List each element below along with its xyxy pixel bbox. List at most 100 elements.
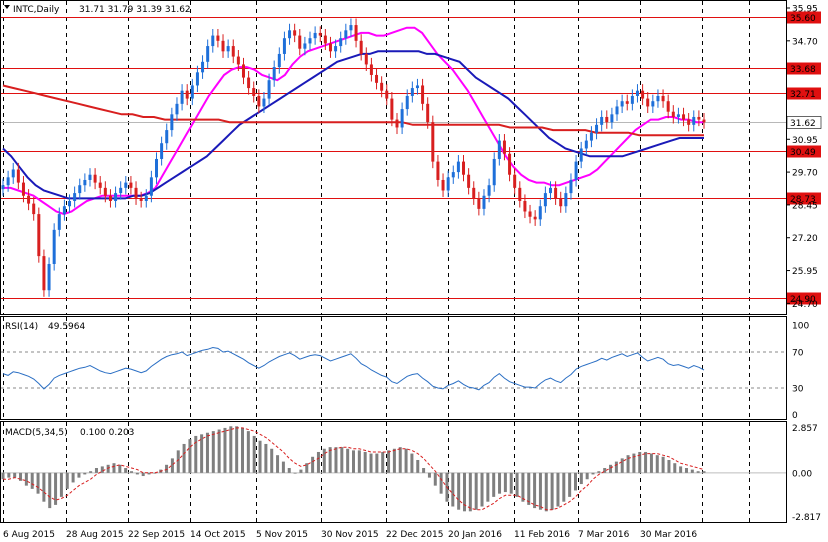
- candle-body: [78, 185, 82, 194]
- candle-body: [272, 67, 276, 81]
- macd-bar: [241, 427, 245, 473]
- macd-bar: [299, 469, 303, 473]
- macd-bar: [54, 472, 58, 505]
- candle-body: [600, 116, 604, 125]
- macd-bar: [410, 453, 414, 473]
- time-tick-label: 7 Mar 2016: [578, 530, 630, 540]
- candle-body: [451, 172, 455, 178]
- macd-bar: [468, 472, 472, 512]
- macd-bar: [404, 448, 408, 473]
- candle-body: [682, 114, 686, 120]
- candle-body: [47, 263, 51, 291]
- macd-bar: [667, 459, 671, 473]
- level-badge: [787, 11, 821, 24]
- price-tick-label: 25.95: [792, 267, 818, 277]
- macd-bar: [211, 431, 215, 473]
- macd-bar: [433, 472, 437, 486]
- time-tick-label: 22 Sep 2015: [128, 530, 185, 540]
- macd-bar: [19, 472, 23, 481]
- candle-body: [589, 132, 593, 141]
- macd-bar: [83, 472, 87, 475]
- macd-bar: [427, 472, 431, 478]
- candle-body: [395, 119, 399, 128]
- macd-bar: [276, 455, 280, 473]
- candle-body: [1, 185, 5, 190]
- candle-body: [421, 85, 425, 104]
- macd-bar: [649, 453, 653, 473]
- macd-bar: [614, 461, 618, 473]
- candle-body: [492, 158, 496, 186]
- macd-bar: [311, 456, 315, 473]
- macd-bar: [176, 450, 180, 473]
- rsi-panel-frame: [0, 316, 787, 420]
- macd-bar: [334, 447, 338, 473]
- candle-body: [364, 53, 368, 65]
- candle-body: [595, 124, 599, 133]
- candle-body: [615, 106, 619, 115]
- dropdown-triangle-icon[interactable]: [4, 5, 10, 9]
- candle-body: [252, 88, 256, 96]
- macd-bar: [690, 469, 694, 473]
- candle-body: [328, 43, 332, 52]
- macd-bar: [30, 472, 34, 489]
- candle-body: [277, 53, 281, 68]
- candle-body: [155, 158, 159, 178]
- ma_medium-line: [2, 50, 704, 200]
- macd-bar: [89, 471, 93, 473]
- macd-bar: [492, 472, 496, 497]
- macd-bar: [503, 472, 507, 493]
- macd-bar: [381, 451, 385, 473]
- macd-bar: [655, 455, 659, 473]
- macd-bar: [182, 443, 186, 473]
- candle-body: [400, 109, 404, 128]
- candle-body: [6, 177, 10, 186]
- candle-body: [569, 179, 573, 194]
- macd-bar: [661, 456, 665, 473]
- price-axis: 35.60 33.68 32.71 30.49 28.73 24.90 31.62 35.95…: [786, 5, 822, 310]
- candle-body: [375, 74, 379, 83]
- level-badge: [787, 292, 821, 305]
- candle-body: [282, 38, 286, 54]
- candle-body: [195, 72, 199, 86]
- level-label: 24.90: [790, 295, 816, 305]
- candle-body: [405, 95, 409, 110]
- macd-bar: [200, 434, 204, 473]
- ohlc-header: 31.71 31.79 31.39 31.62: [79, 5, 191, 15]
- macd-bar: [387, 450, 391, 473]
- macd-bar: [457, 472, 461, 510]
- macd-tick-label: 2.857: [792, 424, 818, 434]
- candle-body: [339, 38, 343, 47]
- candle-body: [221, 40, 225, 52]
- macd-bar: [135, 472, 139, 475]
- candle-body: [257, 95, 261, 107]
- time-tick-label: 30 Mar 2016: [640, 530, 697, 540]
- macd-bar: [124, 468, 128, 473]
- candle-body: [231, 46, 235, 57]
- price-tick-label: 27.20: [792, 234, 818, 244]
- candle-body: [103, 187, 107, 196]
- macd-indicator: 2.857 0.00 -2.817: [1, 424, 821, 523]
- candle-body: [671, 111, 675, 117]
- candle-body: [518, 187, 522, 201]
- candle-body: [185, 90, 189, 99]
- macd-bar: [568, 472, 572, 497]
- candle-body: [88, 174, 92, 180]
- macd-bar: [100, 466, 104, 473]
- macd-bar: [287, 468, 291, 473]
- candle-body: [98, 182, 102, 188]
- candle-body: [641, 90, 645, 99]
- candle-body: [247, 77, 251, 89]
- macd-bar: [252, 435, 256, 473]
- time-tick-label: 30 Nov 2015: [321, 530, 379, 540]
- macd-bar: [562, 472, 566, 502]
- level-label: 32.71: [790, 90, 816, 100]
- macd-bar: [579, 472, 583, 485]
- price-panel-frame: [0, 0, 787, 315]
- candle-body: [190, 85, 194, 99]
- macd-bar: [7, 472, 11, 478]
- candle-body: [119, 187, 123, 194]
- macd-bar: [13, 472, 17, 478]
- candle-body: [559, 198, 563, 207]
- candles: [1, 18, 706, 297]
